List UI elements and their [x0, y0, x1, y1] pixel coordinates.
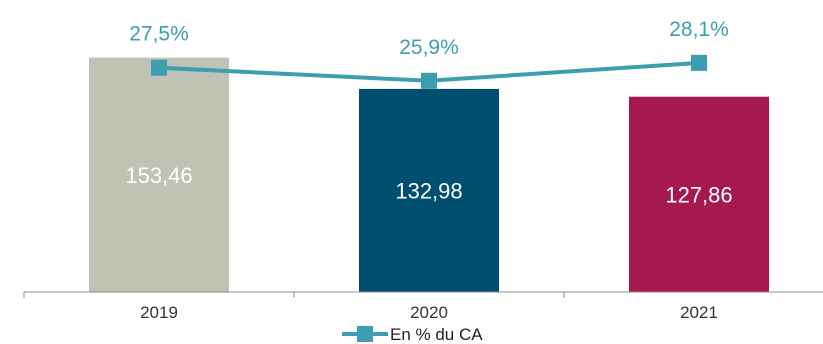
bar-2019: [89, 57, 229, 292]
x-tick-label-2019: 2019: [140, 303, 178, 322]
bar-2021: [629, 96, 769, 293]
line-value-label-2019: 27,5%: [129, 23, 189, 46]
line-value-label-2020: 25,9%: [399, 36, 459, 59]
x-tick-label-2020: 2020: [410, 303, 448, 322]
bar-2020: [359, 88, 499, 292]
x-axis: 2019 2020 2021: [23, 291, 823, 322]
bars-layer: 153,46 132,98 127,86: [89, 57, 769, 293]
legend: En % du CA: [342, 325, 483, 344]
bar-value-label-2020: 132,98: [395, 178, 462, 203]
legend-swatch-marker: [357, 326, 373, 342]
line-series-layer: 27,5% 25,9% 28,1%: [129, 18, 729, 89]
line-marker-2019: [151, 59, 167, 76]
bar-value-label-2021: 127,86: [665, 182, 732, 207]
legend-label: En % du CA: [390, 325, 483, 344]
line-marker-2021: [691, 54, 707, 71]
bar-value-label-2019: 153,46: [125, 163, 192, 188]
line-marker-2020: [421, 72, 437, 89]
x-tick-label-2021: 2021: [680, 303, 718, 322]
line-value-label-2021: 28,1%: [669, 18, 729, 41]
